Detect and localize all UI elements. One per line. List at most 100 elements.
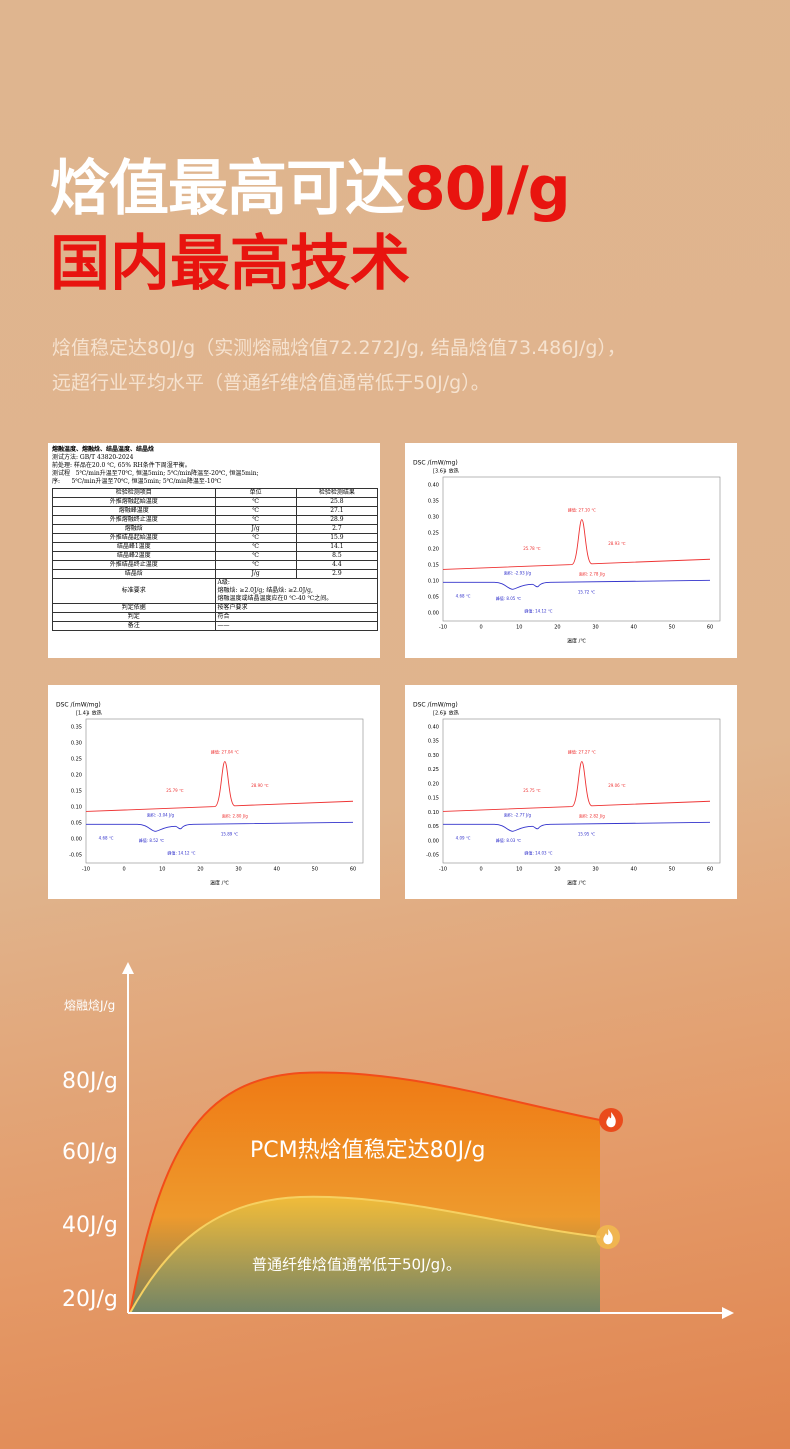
report-header: 熔融温度、熔融焓、结晶温度、结晶焓 测试方法: GB/T 43820-2024 … [48, 443, 380, 488]
cell: 备注 [52, 621, 216, 631]
x-tick-label: 50 [669, 867, 675, 873]
curve-annotation: 峰值: 8.52 ℃ [139, 837, 165, 843]
report-line: 前处理: 样品在20.0 ℃, 65% RH条件下周湿平衡。 [52, 462, 191, 469]
table-row: 备注 —— [52, 621, 378, 631]
cell: 8.5 [295, 551, 379, 561]
curve-annotation: 峰值: 14.03 ℃ [525, 850, 553, 856]
y-tick-label: 60J/g [62, 1140, 118, 1165]
cell: J/g [214, 569, 297, 579]
x-label: 温度 /℃ [567, 638, 586, 645]
table-row: 标准要求 A级: 熔融焓: ≥2.0J/g; 结晶焓: ≥2.0J/g, 熔融温度… [52, 578, 378, 604]
heating-curve [85, 761, 354, 812]
cooling-curve [443, 579, 711, 590]
x-tick-label: 10 [516, 625, 522, 631]
heating-curve [442, 519, 711, 570]
y-tick-label: 0.30 [428, 515, 439, 521]
x-tick-label: 40 [274, 867, 280, 873]
curve-annotation: 峰值: 27.27 ℃ [568, 749, 596, 755]
curve-annotation: 峰值: 8.03 ℃ [496, 837, 522, 843]
cell: 结晶焓 [52, 569, 216, 579]
header-cell: 检验检测结果 [295, 488, 379, 498]
cell: 外推结晶终止温度 [52, 560, 216, 570]
normal-curve [129, 1195, 601, 1314]
plot-frame [85, 718, 364, 864]
y-tick-label: 0.00 [71, 837, 82, 843]
curve-annotation: 28.93 ℃ [608, 541, 626, 546]
curve-annotation: 25.79 ℃ [166, 788, 184, 793]
y-arrow [122, 962, 134, 974]
subheadline: 国内最高技术 [50, 229, 410, 299]
table-row: 结晶焓 J/g 2.9 [52, 569, 379, 579]
axis-label: 熔融焓J/g [64, 998, 115, 1013]
report-line: 序: 5℃/min升温至70℃, 恒温5min; 5℃/min降温至-10℃ [52, 478, 222, 485]
curve-annotation: 面积: 2.82 J/g [579, 813, 605, 819]
x-tick-label: 0 [123, 867, 126, 873]
x-label: 温度 /℃ [567, 880, 586, 887]
y-tick-label: 0.35 [428, 499, 439, 505]
y-tick-label: 0.05 [71, 821, 82, 827]
table-row: 外推结晶终止温度 ℃ 4.4 [52, 560, 379, 570]
table-row: 外推结晶起始温度 ℃ 15.9 [52, 533, 379, 543]
y-tick-label: 0.00 [428, 838, 439, 844]
dsc-chart: DSC /(mW/mg) [3.6]↓ 放热 0.40 0.35 0.30 0.25 0.2… [413, 460, 721, 645]
y-tick-label: 0.10 [71, 805, 82, 811]
pcm-curve [129, 1071, 601, 1314]
x-label: 温度 /℃ [210, 880, 229, 887]
curve-annotation: 4.09 ℃ [456, 835, 471, 840]
pcm-label: PCM热焓值稳定达80J/g [250, 1138, 485, 1163]
table-row: 熔融焓 J/g 2.7 [52, 524, 379, 534]
x-tick-label: 0 [480, 867, 483, 873]
table-row: 判定 符合 [52, 612, 378, 622]
curve-annotation: 峰值: 27.10 ℃ [568, 507, 596, 513]
x-tick-label: 40 [631, 625, 637, 631]
y-tick-label: 0.25 [428, 531, 439, 537]
cell: ℃ [214, 497, 297, 507]
y-tick-label: 0.15 [428, 563, 439, 569]
cell: 2.7 [295, 524, 379, 534]
cell: 外推熔融终止温度 [52, 515, 216, 525]
curve-annotation: 峰值: 8.05 ℃ [496, 595, 522, 601]
scale-label: [2.6] [433, 711, 445, 717]
x-tick-label: 20 [554, 867, 560, 873]
y-tick-label: 0.10 [428, 810, 439, 816]
dsc-chart: DSC /(mW/mg) [2.6]↓ 放热 0.40 0.35 0.30 0.25 0.2… [413, 702, 721, 887]
curve-annotation: 面积: -3.04 J/g [147, 811, 175, 817]
cell: 2.9 [295, 569, 379, 579]
curve-annotation: 25.78 ℃ [523, 546, 541, 551]
cell: 外推熔融起始温度 [52, 497, 216, 507]
y-tick-label: 0.20 [428, 547, 439, 553]
dsc-panel: DSC /(mW/mg) [2.6] ↓ 放热 0.40 0.35 0.30 0.25 0.2… [405, 685, 737, 899]
dsc-panel: DSC /(mW/mg) [3.6] ↓ 放热 0.40 0.35 0.30 0.25 0.2… [405, 443, 737, 658]
cell: 外推结晶起始温度 [52, 533, 216, 543]
y-tick-label: 40J/g [62, 1213, 118, 1238]
cell: ℃ [214, 515, 297, 525]
flame-shape [603, 1229, 613, 1245]
x-arrow [722, 1307, 734, 1319]
y-tick-label: 20J/g [62, 1287, 118, 1312]
x-tick-label: 10 [516, 867, 522, 873]
cell: A级: 熔融焓: ≥2.0J/g; 结晶焓: ≥2.0J/g, 熔融温度或结晶温… [214, 578, 378, 604]
y-tick-label: 0.25 [428, 767, 439, 773]
curve-annotation: 4.68 ℃ [99, 835, 114, 840]
exo-label: ↓ 放热 [443, 710, 459, 717]
table-row: 结晶峰2温度 ℃ 8.5 [52, 551, 379, 561]
cell: 4.4 [295, 560, 379, 570]
curve-annotation: 面积: -2.93 J/g [504, 569, 532, 575]
curve-annotation: 峰值: 14.12 ℃ [525, 608, 553, 614]
cell: J/g [214, 524, 297, 534]
x-tick-label: 30 [592, 625, 598, 631]
exo-label: ↓ 放热 [443, 468, 459, 475]
y-tick-label: 0.35 [71, 725, 82, 731]
cell: 14.1 [295, 542, 379, 552]
table-row: 外推熔融起始温度 ℃ 25.8 [52, 497, 379, 507]
y-tick-label: 0.35 [428, 739, 439, 745]
table-row: 判定依据 按客户要求 [52, 603, 378, 613]
flame-shape [606, 1112, 616, 1128]
header-cell: 单位 [214, 488, 297, 498]
y-label: DSC /(mW/mg) [56, 702, 101, 709]
x-tick-label: 20 [554, 625, 560, 631]
y-tick-label: 0.40 [428, 483, 439, 489]
x-tick-label: 10 [159, 867, 165, 873]
headline: 焓值最高可达80J/g [50, 140, 571, 227]
cell: 结晶峰1温度 [52, 542, 216, 552]
